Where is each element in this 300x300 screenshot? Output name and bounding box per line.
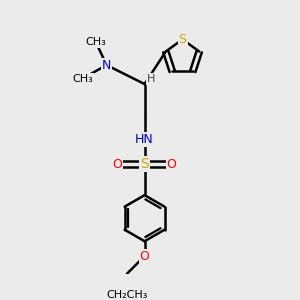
Text: S: S — [140, 157, 149, 171]
Text: CH₂CH₃: CH₂CH₃ — [106, 290, 148, 300]
Text: O: O — [140, 250, 149, 262]
Text: HN: HN — [135, 133, 154, 146]
Text: CH₃: CH₃ — [85, 37, 106, 47]
Text: O: O — [167, 158, 177, 170]
Text: CH₃: CH₃ — [72, 74, 93, 84]
Text: O: O — [112, 158, 122, 170]
Text: H: H — [147, 74, 155, 84]
Text: S: S — [178, 33, 187, 46]
Text: N: N — [102, 58, 111, 72]
